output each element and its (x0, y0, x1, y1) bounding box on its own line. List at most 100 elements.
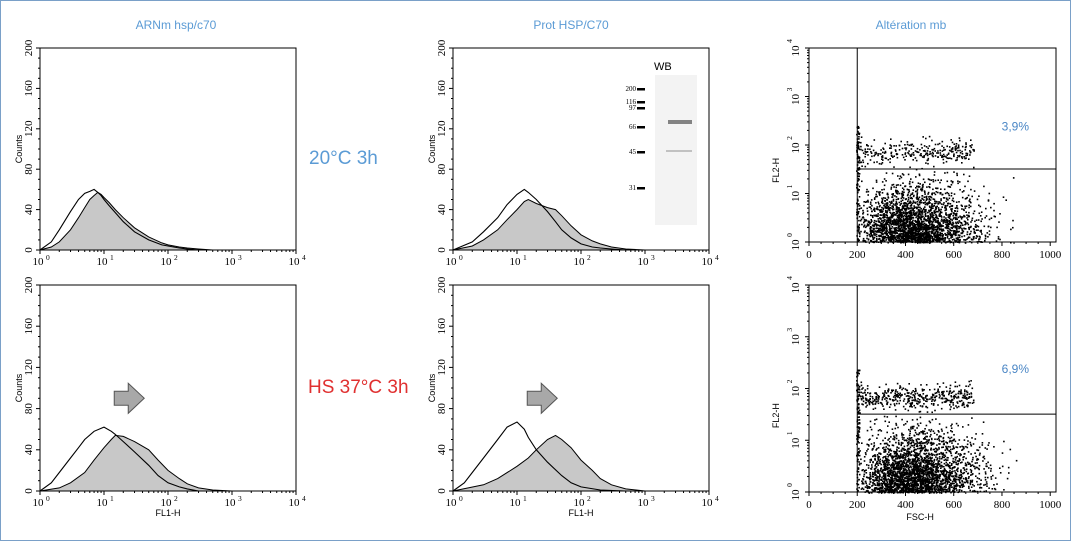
scatter-point (926, 219, 928, 221)
scatter-point (885, 221, 888, 224)
scatter-point (925, 485, 928, 487)
scatter-point (881, 158, 883, 160)
scatter-point (973, 236, 975, 238)
scatter-point (873, 214, 875, 217)
scatter-point (890, 152, 892, 155)
scatter-point (890, 476, 892, 479)
scatter-point (910, 466, 912, 469)
scatter-point (883, 451, 885, 453)
scatter-point (950, 192, 953, 194)
scatter-point (907, 217, 909, 220)
scatter-point (936, 449, 939, 451)
scatter-point (892, 211, 894, 214)
scatter-point (858, 157, 861, 159)
scatter-point (932, 477, 935, 479)
scatter-point (916, 452, 919, 455)
scatter-point (883, 220, 885, 223)
scatter-point (901, 190, 904, 193)
scatter-point (889, 216, 891, 218)
scatter-point (958, 220, 961, 222)
scatter-point (932, 223, 934, 226)
scatter-point (878, 238, 880, 240)
scatter-point (908, 190, 911, 193)
scatter-point (923, 444, 926, 447)
scatter-point (948, 223, 950, 226)
scatter-point (968, 226, 971, 229)
scatter-point (929, 224, 931, 226)
scatter-point (901, 233, 903, 235)
scatter-point (913, 224, 915, 227)
scatter-point (944, 221, 946, 223)
scatter-point (888, 448, 890, 451)
scatter-point (868, 221, 871, 224)
scatter-point (979, 205, 982, 208)
scatter-point (898, 465, 900, 468)
scatter-point (916, 482, 918, 484)
scatter-point (874, 463, 877, 465)
scatter-point (910, 462, 912, 465)
scatter-point (906, 444, 909, 447)
scatter-point (930, 481, 932, 483)
scatter-point (984, 235, 987, 238)
scatter-point (882, 159, 884, 161)
scatter-point (951, 224, 953, 227)
scatter-point (955, 422, 958, 425)
scatter-point (867, 448, 869, 450)
scatter-point (891, 457, 893, 460)
scatter-point (977, 219, 980, 221)
scatter-point (878, 235, 881, 238)
scatter-point (904, 208, 906, 211)
scatter-point (881, 162, 884, 164)
scatter-point (857, 169, 860, 171)
scatter-point (933, 198, 936, 201)
scatter-point (883, 472, 886, 474)
scatter-point (934, 150, 936, 152)
scatter-point (899, 235, 902, 237)
scatter-point (916, 151, 919, 153)
scatter-point (877, 227, 880, 230)
scatter-point (943, 433, 945, 435)
scatter-point (910, 231, 912, 234)
scatter-point (886, 230, 888, 232)
scatter-point (972, 238, 974, 241)
scatter-point (904, 453, 906, 455)
y-axis-label: Counts (14, 373, 24, 402)
scatter-point (955, 234, 957, 236)
x-tick-label: 10 (702, 497, 714, 509)
scatter-point (923, 446, 925, 449)
scatter-point (936, 433, 938, 436)
scatter-point (889, 229, 891, 231)
scatter-point (880, 209, 882, 211)
scatter-point (919, 422, 922, 424)
scatter-point (929, 226, 931, 229)
scatter-point (890, 239, 893, 242)
scatter-point (897, 235, 899, 238)
scatter-point (910, 221, 913, 224)
scatter-point (959, 478, 961, 480)
scatter-point (944, 234, 947, 236)
scatter-point (919, 485, 922, 488)
scatter-point (922, 178, 925, 181)
scatter-point (965, 154, 967, 157)
scatter-point (893, 218, 895, 221)
scatter-point (942, 488, 945, 491)
scatter-point (963, 447, 965, 450)
scatter-point (931, 154, 934, 157)
scatter-point (916, 198, 918, 200)
scatter-point (933, 226, 936, 229)
scatter-point (930, 220, 932, 223)
scatter-point (907, 236, 909, 238)
scatter-point (928, 153, 931, 155)
scatter-point (906, 233, 909, 235)
scatter-point (858, 185, 861, 188)
scatter-point (940, 203, 943, 205)
scatter-point (905, 202, 907, 204)
scatter-point (901, 194, 904, 196)
scatter-point (934, 179, 937, 182)
scatter-point (898, 447, 900, 449)
scatter-point (945, 225, 948, 228)
scatter-point (895, 415, 897, 418)
scatter-point (893, 485, 896, 487)
scatter-point (939, 231, 941, 234)
x-tick-label: 10 (161, 497, 173, 509)
